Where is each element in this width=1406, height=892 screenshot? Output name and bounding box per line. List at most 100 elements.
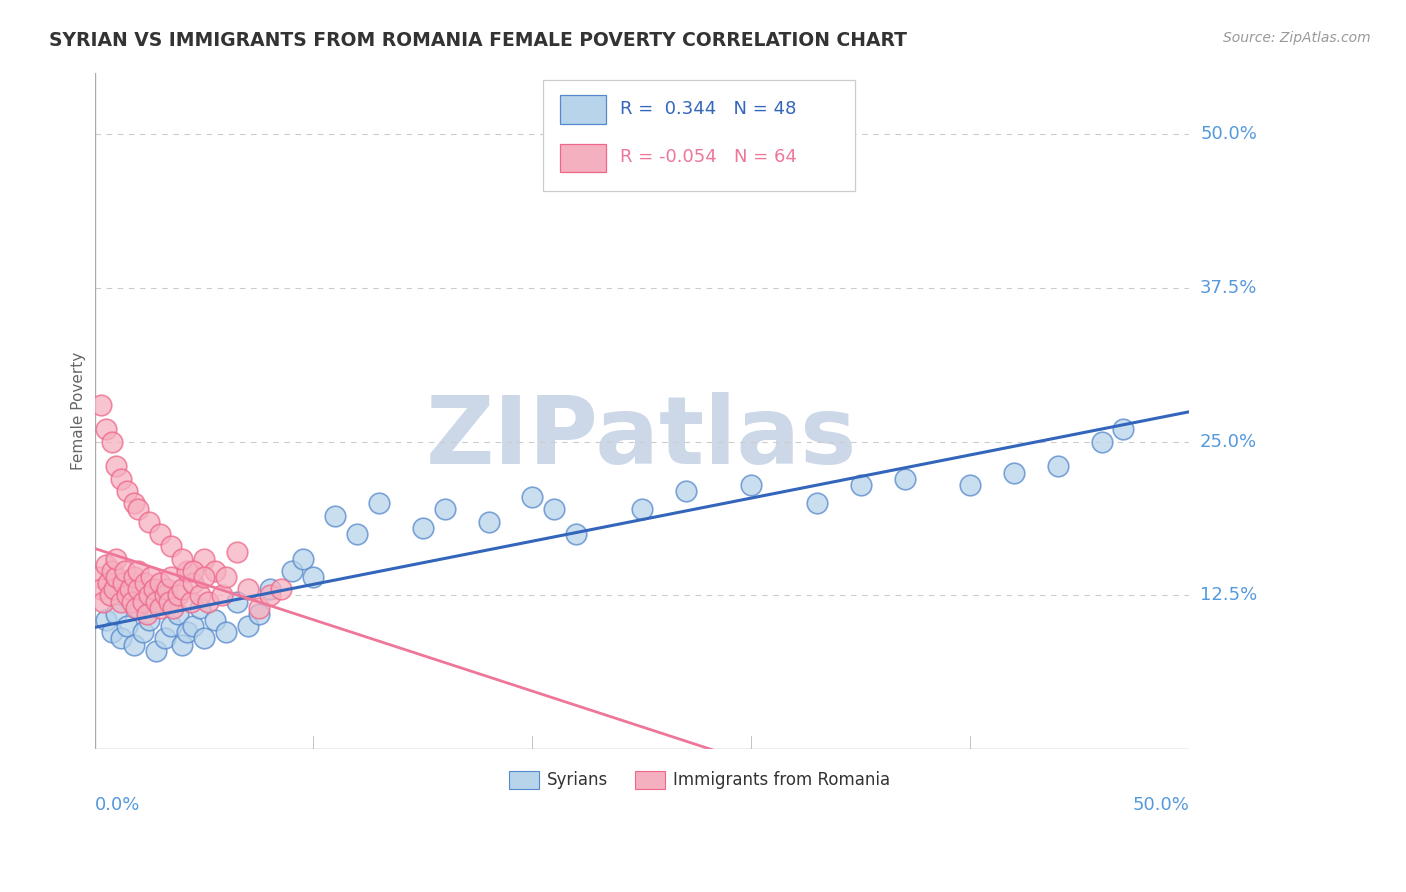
Point bbox=[157, 594, 180, 608]
Point bbox=[162, 600, 184, 615]
Point bbox=[302, 570, 325, 584]
Point bbox=[740, 477, 762, 491]
Point bbox=[105, 459, 128, 474]
Point bbox=[368, 496, 391, 510]
Point bbox=[849, 477, 872, 491]
Point bbox=[1112, 422, 1135, 436]
Point bbox=[172, 551, 194, 566]
Point bbox=[166, 607, 188, 621]
Text: Source: ZipAtlas.com: Source: ZipAtlas.com bbox=[1223, 31, 1371, 45]
Point bbox=[97, 576, 120, 591]
Point bbox=[132, 625, 155, 640]
Point bbox=[160, 539, 183, 553]
Point bbox=[105, 551, 128, 566]
Point bbox=[176, 625, 198, 640]
Point bbox=[145, 644, 167, 658]
Point bbox=[94, 422, 117, 436]
Point bbox=[478, 515, 501, 529]
Text: 37.5%: 37.5% bbox=[1201, 279, 1257, 297]
Point bbox=[132, 594, 155, 608]
Text: R =  0.344   N = 48: R = 0.344 N = 48 bbox=[620, 100, 796, 118]
Point bbox=[204, 564, 226, 578]
Point bbox=[98, 589, 121, 603]
Point bbox=[215, 625, 238, 640]
Point bbox=[166, 589, 188, 603]
Point bbox=[101, 625, 124, 640]
Point bbox=[181, 564, 204, 578]
Point bbox=[346, 527, 368, 541]
Point bbox=[412, 521, 434, 535]
Point bbox=[101, 434, 124, 449]
Point bbox=[149, 527, 172, 541]
Point bbox=[122, 496, 145, 510]
Point bbox=[959, 477, 981, 491]
FancyBboxPatch shape bbox=[560, 144, 606, 172]
Point bbox=[153, 589, 176, 603]
Point bbox=[215, 570, 238, 584]
Point bbox=[153, 632, 176, 646]
Point bbox=[188, 589, 211, 603]
Point bbox=[138, 515, 160, 529]
FancyBboxPatch shape bbox=[509, 771, 538, 789]
Point bbox=[236, 619, 259, 633]
Text: R = -0.054   N = 64: R = -0.054 N = 64 bbox=[620, 148, 797, 167]
Point bbox=[280, 564, 302, 578]
Point bbox=[105, 607, 128, 621]
Point bbox=[149, 594, 172, 608]
Point bbox=[149, 600, 172, 615]
Point bbox=[136, 607, 159, 621]
FancyBboxPatch shape bbox=[543, 79, 855, 191]
Point bbox=[325, 508, 347, 523]
Point bbox=[117, 619, 139, 633]
Point bbox=[236, 582, 259, 597]
Text: ZIPatlas: ZIPatlas bbox=[426, 392, 858, 484]
Point bbox=[127, 502, 149, 516]
Point bbox=[127, 600, 149, 615]
Point bbox=[193, 632, 215, 646]
Point bbox=[270, 582, 292, 597]
Point bbox=[188, 600, 211, 615]
Point bbox=[247, 607, 270, 621]
Point bbox=[180, 594, 202, 608]
Point bbox=[522, 490, 544, 504]
Point bbox=[193, 551, 215, 566]
Point bbox=[543, 502, 565, 516]
Point bbox=[112, 576, 135, 591]
Point bbox=[1002, 466, 1025, 480]
Point bbox=[117, 483, 139, 498]
Point bbox=[225, 545, 247, 559]
Point bbox=[675, 483, 697, 498]
Text: Immigrants from Romania: Immigrants from Romania bbox=[672, 772, 890, 789]
Point bbox=[138, 589, 160, 603]
Text: Syrians: Syrians bbox=[547, 772, 607, 789]
Point bbox=[145, 594, 167, 608]
Point bbox=[197, 594, 219, 608]
Point bbox=[893, 472, 915, 486]
Text: 25.0%: 25.0% bbox=[1201, 433, 1257, 450]
Point bbox=[110, 594, 132, 608]
Text: 12.5%: 12.5% bbox=[1201, 586, 1257, 605]
Point bbox=[433, 502, 456, 516]
Point bbox=[291, 551, 314, 566]
FancyBboxPatch shape bbox=[560, 95, 606, 124]
Point bbox=[160, 570, 183, 584]
Point bbox=[193, 570, 215, 584]
Point bbox=[176, 564, 198, 578]
Point bbox=[87, 570, 110, 584]
Point bbox=[105, 570, 128, 584]
Point bbox=[149, 576, 172, 591]
Point bbox=[806, 496, 828, 510]
Point bbox=[110, 472, 132, 486]
Point bbox=[101, 564, 124, 578]
Point bbox=[160, 619, 183, 633]
Point bbox=[122, 570, 145, 584]
Point bbox=[1046, 459, 1069, 474]
Text: 50.0%: 50.0% bbox=[1201, 126, 1257, 144]
Point bbox=[127, 564, 149, 578]
Point bbox=[90, 398, 112, 412]
Point bbox=[121, 594, 143, 608]
Text: SYRIAN VS IMMIGRANTS FROM ROMANIA FEMALE POVERTY CORRELATION CHART: SYRIAN VS IMMIGRANTS FROM ROMANIA FEMALE… bbox=[49, 31, 907, 50]
Point bbox=[110, 632, 132, 646]
Point bbox=[103, 582, 125, 597]
Point bbox=[181, 576, 204, 591]
